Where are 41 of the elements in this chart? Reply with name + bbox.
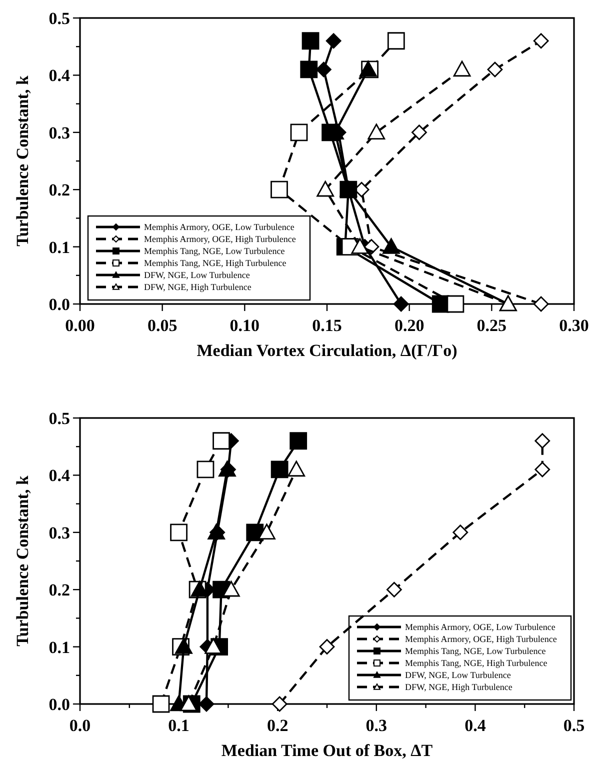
legend-label: DFW, NGE, High Turbulence — [144, 282, 252, 292]
legend-label: Memphis Armory, OGE, Low Turbulence — [144, 222, 294, 232]
legend-label: Memphis Tang, NGE, Low Turbulence — [144, 246, 285, 256]
legend-label: Memphis Armory, OGE, High Turbulence — [144, 234, 296, 244]
legend-label: Memphis Armory, OGE, Low Turbulence — [405, 622, 556, 632]
x-tick-label: 0.3 — [366, 716, 388, 735]
x-tick-label: 0.10 — [230, 316, 260, 335]
legend-label: DFW, NGE, Low Turbulence — [405, 670, 511, 680]
x-tick-label: 0.05 — [147, 316, 178, 335]
y-tick-label: 0.3 — [48, 523, 70, 542]
y-tick-label: 0.1 — [48, 638, 70, 657]
legend-label: Memphis Tang, NGE, High Turbulence — [405, 658, 548, 668]
x-tick-label: 0.00 — [65, 316, 95, 335]
x-tick-label: 0.0 — [69, 716, 91, 735]
x-tick-label: 0.2 — [266, 716, 288, 735]
y-tick-label: 0.0 — [48, 295, 70, 314]
x-tick-label: 0.25 — [476, 316, 507, 335]
y-tick-label: 0.0 — [48, 695, 70, 714]
legend-label: DFW, NGE, Low Turbulence — [144, 270, 250, 280]
y-tick-label: 0.2 — [48, 580, 70, 600]
x-tick-label: 0.1 — [168, 716, 190, 735]
x-tick-label: 0.4 — [464, 716, 486, 735]
y-tick-label: 0.2 — [48, 180, 70, 200]
x-tick-label: 0.20 — [394, 316, 424, 335]
x-tick-label: 0.5 — [563, 716, 585, 735]
y-tick-label: 0.5 — [48, 9, 70, 28]
x-axis-title: Median Time Out of Box, ΔT — [221, 741, 434, 760]
x-tick-label: 0.30 — [559, 316, 589, 335]
y-tick-label: 0.4 — [48, 66, 70, 86]
legend-label: Memphis Tang, NGE, Low Turbulence — [405, 646, 546, 656]
legend-label: Memphis Armory, OGE, High Turbulence — [405, 634, 557, 644]
y-tick-label: 0.3 — [48, 123, 70, 142]
y-axis-title: Turbulence Constant, k — [13, 475, 32, 646]
y-axis-title: Turbulence Constant, k — [13, 75, 32, 246]
x-tick-label: 0.15 — [312, 316, 342, 335]
legend-label: DFW, NGE, High Turbulence — [405, 682, 512, 692]
legend-label: Memphis Tang, NGE, High Turbulence — [144, 258, 286, 268]
y-tick-label: 0.1 — [48, 238, 70, 257]
x-axis-title: Median Vortex Circulation, Δ(Γ/Γo) — [196, 341, 458, 360]
y-tick-label: 0.4 — [48, 466, 70, 486]
y-tick-label: 0.5 — [48, 409, 70, 428]
